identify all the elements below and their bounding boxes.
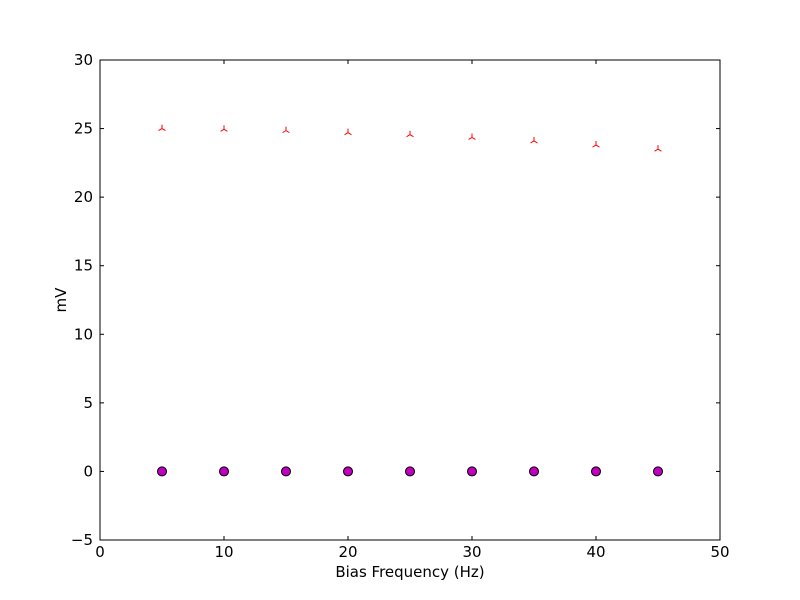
y-tick-label: 25 bbox=[74, 120, 93, 138]
data-point bbox=[653, 466, 663, 477]
y-tick-label: 10 bbox=[74, 325, 93, 343]
data-point bbox=[158, 124, 166, 132]
y-axis-label: mV bbox=[52, 287, 70, 313]
x-tick-label: 30 bbox=[462, 543, 481, 561]
data-point bbox=[281, 466, 291, 477]
data-point bbox=[529, 466, 539, 477]
y-tick-label: 0 bbox=[83, 462, 93, 480]
x-tick-label: 0 bbox=[95, 543, 105, 561]
data-point bbox=[468, 133, 476, 140]
axes-frame bbox=[99, 59, 721, 541]
x-tick-label: 50 bbox=[710, 543, 729, 561]
data-point bbox=[344, 128, 352, 136]
x-tick-label: 40 bbox=[586, 543, 605, 561]
data-point bbox=[530, 136, 538, 144]
y-tick-label: −5 bbox=[71, 531, 93, 549]
data-point bbox=[592, 141, 600, 148]
data-point bbox=[219, 466, 229, 477]
data-point bbox=[591, 466, 601, 477]
data-point bbox=[282, 126, 290, 134]
x-axis-label: Bias Frequency (Hz) bbox=[335, 563, 484, 581]
data-point bbox=[654, 145, 662, 152]
data-point bbox=[157, 466, 167, 477]
y-tick-label: 5 bbox=[83, 394, 93, 412]
data-point bbox=[343, 466, 353, 477]
data-point bbox=[220, 125, 228, 132]
x-tick-label: 20 bbox=[338, 543, 357, 561]
y-tick-label: 30 bbox=[74, 51, 93, 69]
x-tick-label: 10 bbox=[214, 543, 233, 561]
data-point bbox=[467, 466, 477, 477]
y-tick-label: 15 bbox=[74, 257, 93, 275]
data-point bbox=[405, 466, 415, 477]
data-point bbox=[406, 130, 414, 138]
y-tick-label: 20 bbox=[74, 188, 93, 206]
